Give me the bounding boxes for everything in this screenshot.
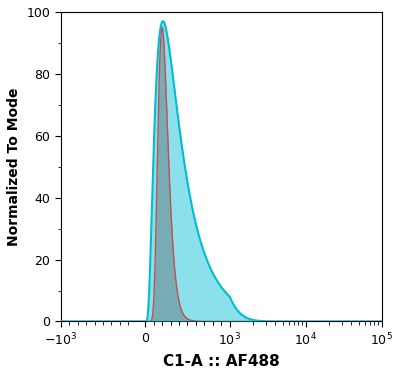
Y-axis label: Normalized To Mode: Normalized To Mode (7, 88, 21, 246)
X-axis label: C1-A :: AF488: C1-A :: AF488 (163, 354, 280, 369)
